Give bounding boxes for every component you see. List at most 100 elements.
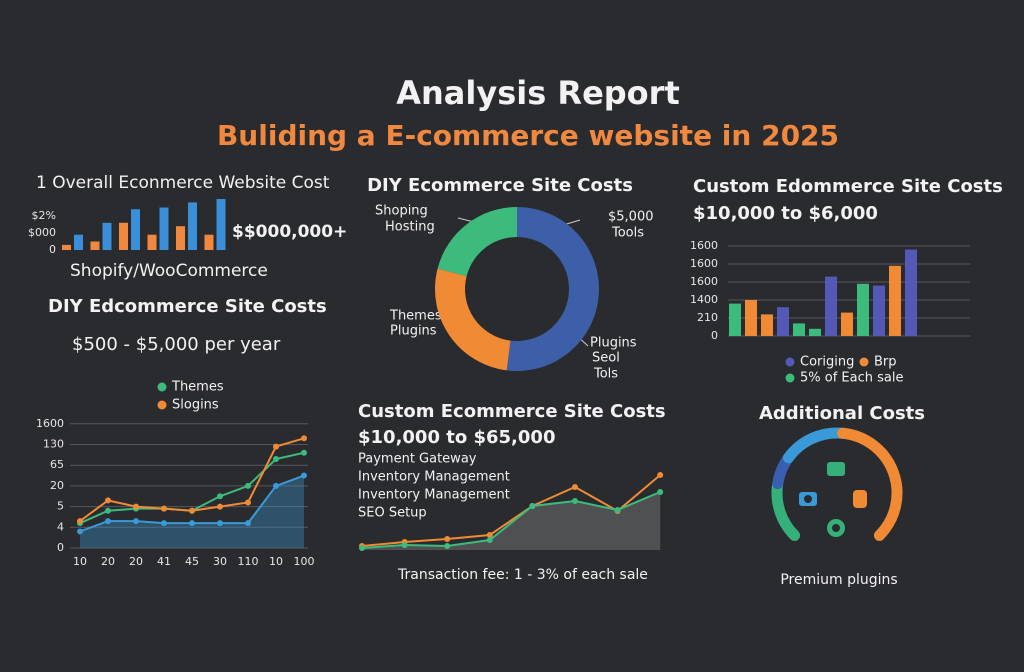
point [572, 484, 578, 490]
point [273, 443, 279, 450]
annotation: Hosting [385, 220, 435, 235]
point [359, 545, 365, 551]
bar [889, 265, 901, 336]
point [657, 489, 664, 495]
bar [745, 300, 757, 336]
point [444, 536, 451, 542]
point [301, 449, 307, 456]
bar [841, 312, 853, 336]
point [133, 503, 139, 510]
y-tick-label: 0 [711, 329, 718, 342]
point [189, 520, 195, 527]
y-tick-label: $000 [28, 226, 56, 239]
point [217, 503, 223, 510]
y-tick-label: $2% [32, 209, 56, 222]
note: Shopify/WooCommerce [70, 261, 268, 281]
x-tick-label: 10 [269, 555, 283, 568]
item: Payment Gateway [358, 452, 477, 467]
heading: DIY Edcommerce Site Costs [48, 296, 327, 317]
title: Analysis Report [396, 74, 679, 112]
y-tick-label: 0 [49, 243, 56, 256]
range: $500 - $5,000 per year [72, 334, 281, 355]
donut-segment [437, 207, 517, 277]
y-tick-label: 1600 [690, 275, 718, 288]
y-tick-label: 4 [57, 520, 64, 533]
subtitle: Buliding a E-commerce website in 2025 [217, 119, 839, 152]
item: Inventory Management [358, 488, 510, 503]
point [77, 528, 83, 535]
area [80, 475, 304, 548]
bar [216, 199, 226, 250]
bar [102, 222, 112, 250]
item: SEO Setup [358, 506, 427, 521]
annotation: Shoping [375, 204, 428, 219]
point [572, 498, 578, 504]
point [486, 537, 493, 543]
annotation: Seol [592, 351, 620, 366]
point [657, 472, 664, 478]
legend-swatch [785, 373, 795, 383]
donut-segment [435, 268, 511, 371]
chart-title: Custom Edommerce Site Costs [693, 176, 1003, 197]
point [245, 499, 251, 506]
point [161, 505, 167, 512]
bar [905, 249, 917, 336]
x-tick-label: 30 [213, 555, 227, 568]
x-tick-label: 41 [157, 555, 171, 568]
bar [90, 241, 100, 250]
line [361, 491, 661, 549]
y-tick-label: 130 [43, 438, 64, 451]
annotation: Tols [593, 367, 618, 382]
chart-subtitle: $10,000 to $65,000 [358, 427, 555, 448]
point [614, 507, 621, 513]
legend-swatch [157, 400, 167, 410]
bar [159, 207, 169, 250]
y-tick-label: 1600 [690, 239, 718, 252]
point [301, 472, 307, 479]
donut-segment [506, 207, 600, 371]
point [301, 435, 307, 442]
point [77, 518, 83, 525]
bar [793, 323, 805, 336]
point [273, 455, 279, 462]
annotation: Tools [611, 226, 644, 241]
note: $$000,000+ [232, 222, 347, 242]
chart-title: Additional Costs [759, 403, 925, 424]
legend-label: 5% of Each sale [800, 371, 903, 386]
x-tick-label: 110 [238, 555, 259, 568]
x-tick-label: 10 [73, 555, 87, 568]
annotation: $5,000 [608, 210, 654, 225]
annotation: Themes [389, 309, 442, 324]
chart-subtitle: $10,000 to $6,000 [693, 203, 878, 224]
chart-title: Custom Ecommerce Site Costs [358, 401, 666, 422]
area [362, 492, 661, 550]
bar [777, 307, 789, 336]
x-tick-label: 20 [101, 555, 115, 568]
legend-swatch [157, 382, 167, 392]
legend-label: Themes [171, 380, 224, 395]
point [105, 497, 111, 504]
line [361, 474, 661, 547]
note: Premium plugins [780, 572, 897, 588]
bar [62, 244, 71, 250]
bar [857, 283, 869, 336]
point [245, 482, 251, 489]
chart-title: DIY Ecommerce Site Costs [367, 175, 633, 196]
point [105, 518, 111, 525]
legend-swatch [859, 357, 869, 367]
point [161, 520, 167, 527]
bar [119, 222, 128, 250]
y-tick-label: 1600 [690, 257, 718, 270]
bar [131, 209, 140, 250]
point [444, 543, 451, 549]
bar [188, 202, 197, 250]
y-tick-label: 5 [57, 500, 64, 513]
item: Inventory Management [358, 470, 510, 485]
point [133, 518, 139, 525]
gauge-segment [837, 427, 903, 541]
y-tick-label: 65 [50, 458, 64, 471]
x-tick-label: 20 [129, 555, 143, 568]
legend-label: Slogins [172, 398, 219, 413]
y-tick-label: 0 [57, 541, 64, 554]
y-tick-label: 210 [697, 311, 718, 324]
